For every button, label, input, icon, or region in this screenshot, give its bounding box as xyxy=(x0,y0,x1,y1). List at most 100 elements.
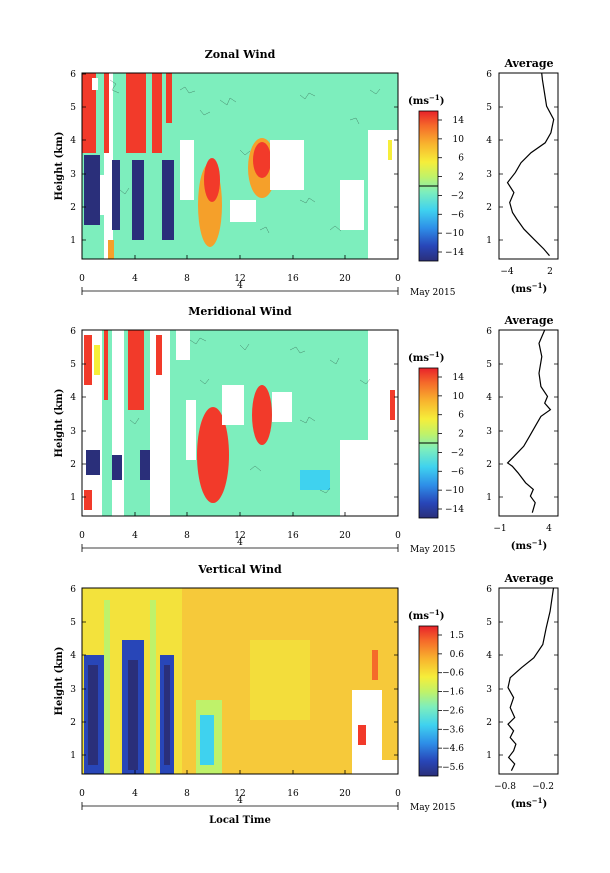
y-tick-label: 3 xyxy=(70,685,76,695)
x-axis: 0 4 8 12 16 20 0 4 May 2015 xyxy=(79,512,456,555)
x-tick-label: 20 xyxy=(339,274,351,284)
x-tick-label: 12 xyxy=(234,274,245,284)
chart-title: Meridional Wind xyxy=(188,305,292,318)
y-axis: 1 2 3 4 5 6 Height (km) xyxy=(54,70,398,246)
colorbar-tick-label: −2 xyxy=(451,448,464,458)
x-axis: 0 4 8 12 16 20 0 4 May 2015 Local Time xyxy=(79,770,456,826)
colorbar-tick-label: −5.6 xyxy=(442,763,464,773)
average-frame xyxy=(498,329,559,517)
colorbar-unit: (ms−1) xyxy=(408,608,444,622)
average-unit: (ms−1) xyxy=(511,796,547,810)
colorbar-tick-label: −4.6 xyxy=(442,744,464,754)
x-tick-label: 12 xyxy=(234,531,245,541)
colorbar: (ms−1) 14 10 6 2 −2 −6 −10 −14 xyxy=(408,93,464,262)
date-tick-label: 4 xyxy=(237,538,243,548)
y-tick-label: 2 xyxy=(70,203,76,213)
date-label: May 2015 xyxy=(410,803,456,813)
colorbar: (ms−1) 1.5 0.6 −0.6 −1.6 −2.6 −3.6 −4.6 −5.6 xyxy=(408,608,464,777)
heatmap-field xyxy=(82,330,398,516)
x-tick-label: 0 xyxy=(79,274,85,284)
colorbar-tick-label: −14 xyxy=(445,248,464,258)
avg-y-tick-label: 1 xyxy=(486,493,492,503)
date-axis-line xyxy=(81,802,399,810)
average-profile-panel: Average 1 2 3 4 5 6 −1 4 (ms−1) xyxy=(486,314,559,552)
colorbar-tick-label: 6 xyxy=(458,411,464,421)
average-frame xyxy=(498,72,559,260)
colorbar-tick-label: 1.5 xyxy=(450,631,465,641)
colorbar-tick-label: −2 xyxy=(451,191,464,201)
avg-y-tick-label: 5 xyxy=(486,618,492,628)
colorbar-tick-label: −1.6 xyxy=(442,688,464,698)
y-tick-label: 2 xyxy=(70,718,76,728)
colorbar-tick-label: 14 xyxy=(453,116,465,126)
chart-title: Zonal Wind xyxy=(205,48,276,61)
avg-x-tick-label: −4 xyxy=(500,267,514,277)
average-profile-panel: Average 1 2 3 4 5 6 −0.8 −0.2 (ms−1) xyxy=(486,572,559,810)
colorbar-tick-label: −14 xyxy=(445,505,464,515)
colorbar-tick-label: −6 xyxy=(451,467,465,477)
avg-y-tick-label: 4 xyxy=(486,651,492,661)
colorbar: (ms−1) 14 10 6 2 −2 −6 −10 −14 xyxy=(408,350,464,519)
x-tick-label: 12 xyxy=(234,789,245,799)
y-tick-label: 4 xyxy=(70,651,76,661)
colorbar-tick-label: −10 xyxy=(445,486,464,496)
panel-meridional: Meridional Wind xyxy=(54,305,559,555)
avg-x-tick-label: −1 xyxy=(493,524,506,534)
y-tick-label: 4 xyxy=(70,393,76,403)
y-tick-label: 5 xyxy=(70,360,76,370)
colorbar-unit: (ms−1) xyxy=(408,93,444,107)
avg-x-tick-label: −0.2 xyxy=(532,782,554,792)
heatmap-field xyxy=(82,588,398,774)
average-profile-panel: Average 1 2 3 4 5 6 −4 2 (ms−1) xyxy=(486,57,559,295)
avg-y-tick-label: 6 xyxy=(486,70,492,80)
avg-x-tick-label: 4 xyxy=(546,524,552,534)
avg-y-tick-label: 2 xyxy=(486,203,492,213)
avg-y-tick-label: 2 xyxy=(486,460,492,470)
date-tick-label: 4 xyxy=(237,281,243,291)
x-axis-label: Local Time xyxy=(209,815,271,826)
colorbar-ticks: 14 10 6 2 −2 −6 −10 −14 xyxy=(438,116,464,258)
x-tick-label: 20 xyxy=(339,789,351,799)
avg-y-tick-label: 1 xyxy=(486,751,492,761)
x-axis: 0 4 8 12 16 20 0 4 May 2015 xyxy=(79,255,456,298)
colorbar-ticks: 14 10 6 2 −2 −6 −10 −14 xyxy=(438,373,464,515)
colorbar-tick-label: −3.6 xyxy=(442,725,464,735)
colorbar-tick-label: 2 xyxy=(458,430,464,440)
colorbar-tick-label: −0.6 xyxy=(442,669,464,679)
heatmap-field xyxy=(82,73,398,259)
date-tick-label: 4 xyxy=(237,796,243,806)
colorbar-gradient xyxy=(418,625,439,777)
y-tick-label: 1 xyxy=(70,493,76,503)
y-tick-label: 1 xyxy=(70,751,76,761)
y-tick-label: 6 xyxy=(70,70,76,80)
avg-y-tick-label: 1 xyxy=(486,236,492,246)
avg-y-tick-label: 6 xyxy=(486,327,492,337)
date-label: May 2015 xyxy=(410,288,456,298)
average-profile-line xyxy=(506,329,552,513)
average-title: Average xyxy=(503,572,553,585)
x-tick-label: 0 xyxy=(395,274,401,284)
average-title: Average xyxy=(503,314,553,327)
avg-y-tick-label: 3 xyxy=(486,427,492,437)
colorbar-tick-label: 0.6 xyxy=(450,650,465,660)
avg-x-tick-label: −0.8 xyxy=(494,782,516,792)
avg-y-tick-label: 4 xyxy=(486,393,492,403)
y-tick-label: 5 xyxy=(70,103,76,113)
colorbar-tick-label: −6 xyxy=(451,210,465,220)
colorbar-tick-label: 10 xyxy=(453,392,465,402)
y-tick-label: 5 xyxy=(70,618,76,628)
avg-x-tick-label: 2 xyxy=(547,267,553,277)
y-tick-label: 2 xyxy=(70,460,76,470)
x-tick-label: 4 xyxy=(132,789,138,799)
average-unit: (ms−1) xyxy=(511,538,547,552)
colorbar-tick-label: 14 xyxy=(453,373,465,383)
colorbar-ticks: 1.5 0.6 −0.6 −1.6 −2.6 −3.6 −4.6 −5.6 xyxy=(438,631,464,773)
colorbar-unit: (ms−1) xyxy=(408,350,444,364)
y-tick-label: 3 xyxy=(70,427,76,437)
panel-vertical: Vertical Wind 1 2 3 4 5 6 xyxy=(54,563,559,826)
avg-y-tick-label: 6 xyxy=(486,585,492,595)
y-tick-label: 6 xyxy=(70,327,76,337)
x-tick-label: 20 xyxy=(339,531,351,541)
y-tick-label: 4 xyxy=(70,136,76,146)
